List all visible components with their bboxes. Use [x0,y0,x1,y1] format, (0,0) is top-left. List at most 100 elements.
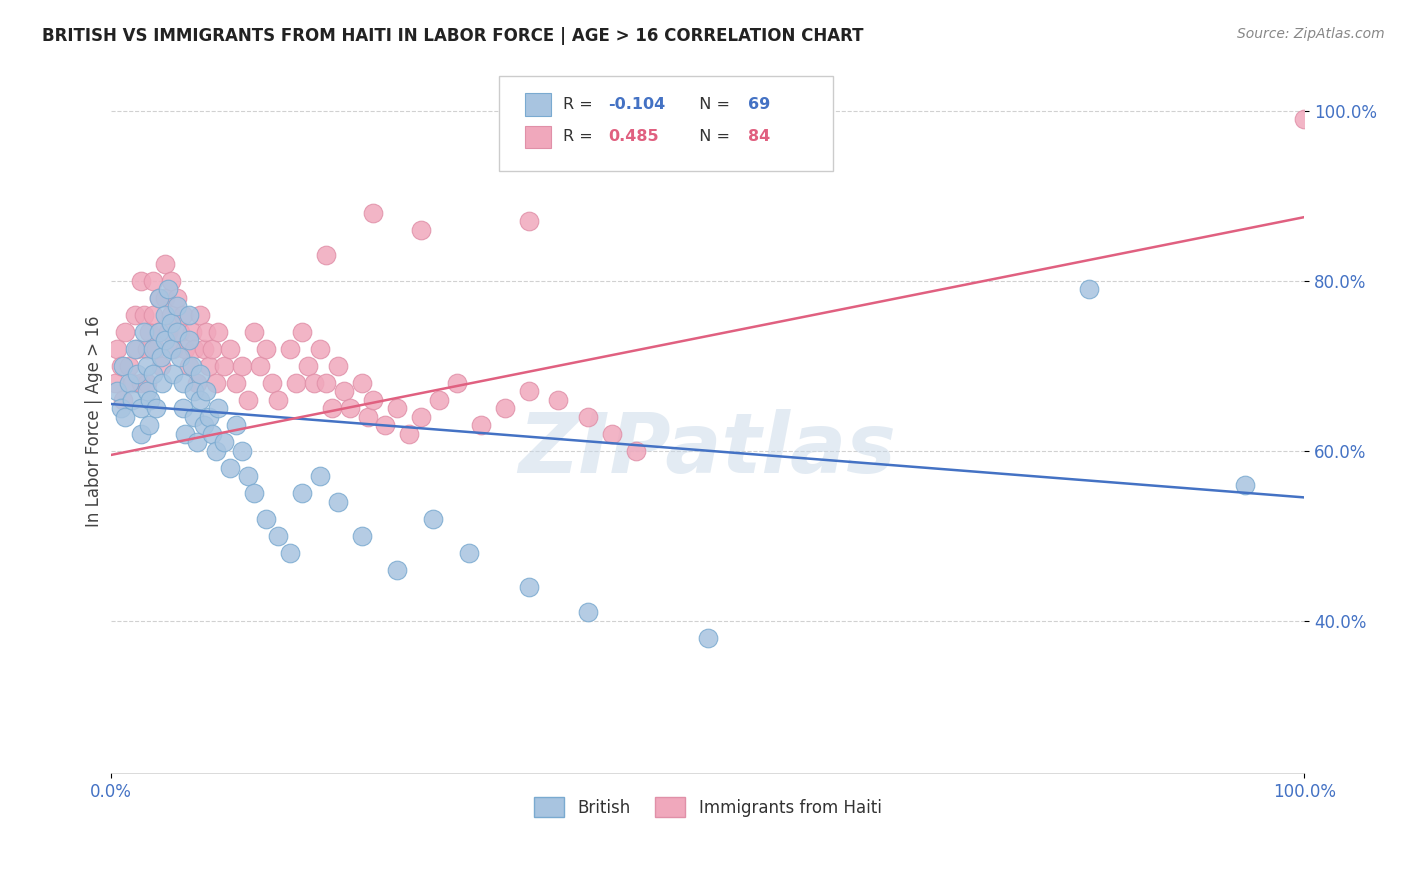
Point [105,384,128,399]
Point [148,291,170,305]
Point [145,401,167,416]
Point [159,316,181,330]
Point [138,325,160,339]
Point [446,376,468,390]
Text: ZIPatlas: ZIPatlas [519,409,897,490]
Point [105,342,128,356]
Point [135,384,157,399]
Point [186,435,208,450]
Point [225,376,247,390]
Point [243,325,266,339]
Point [111,392,134,407]
Point [350,376,373,390]
Point [308,342,330,356]
Point [387,401,409,416]
Point [124,342,146,356]
Point [186,376,208,390]
Point [153,333,176,347]
Point [177,333,200,347]
Point [201,426,224,441]
Point [600,426,623,441]
Point [198,409,221,424]
Point [517,580,540,594]
Point [139,392,162,407]
Point [411,409,433,424]
Point [150,359,173,373]
Point [207,401,229,416]
Point [162,368,184,382]
FancyBboxPatch shape [499,76,832,170]
Point [177,359,200,373]
Point [145,342,167,356]
Point [114,325,136,339]
Point [254,342,277,356]
Text: N =: N = [689,129,734,145]
Point [231,443,253,458]
Text: 84: 84 [748,129,770,145]
Point [308,469,330,483]
Point [129,401,152,416]
Point [278,342,301,356]
Point [121,392,143,407]
Point [129,426,152,441]
Point [350,528,373,542]
Point [172,401,194,416]
Point [181,359,204,373]
Point [195,325,218,339]
Point [254,511,277,525]
Point [576,409,599,424]
Point [142,342,165,356]
Point [411,223,433,237]
Point [427,392,450,407]
Point [111,359,134,373]
Point [398,426,420,441]
Bar [524,93,551,116]
Point [142,368,165,382]
Point [153,257,176,271]
Point [110,359,132,373]
Point [148,325,170,339]
Point [315,376,337,390]
Point [183,342,205,356]
Point [201,342,224,356]
Point [166,325,188,339]
Y-axis label: In Labor Force | Age > 16: In Labor Force | Age > 16 [86,315,103,526]
Point [363,206,385,220]
Point [134,325,156,339]
Point [183,409,205,424]
Point [129,274,152,288]
Point [576,605,599,619]
Point [326,359,349,373]
Point [138,418,160,433]
Point [190,308,212,322]
Point [181,325,204,339]
Text: -0.104: -0.104 [609,97,666,112]
Point [321,401,343,416]
Point [278,546,301,560]
Point [238,469,260,483]
Text: R =: R = [564,129,598,145]
Text: 0.485: 0.485 [609,129,659,145]
Bar [524,126,551,148]
Point [205,376,228,390]
Point [267,392,290,407]
Point [260,376,283,390]
Point [169,325,191,339]
Point [135,376,157,390]
Point [225,418,247,433]
Point [135,359,157,373]
Point [207,325,229,339]
Point [157,282,180,296]
Text: R =: R = [564,97,598,112]
Point [547,392,569,407]
Point [172,308,194,322]
Point [159,308,181,322]
Point [297,359,319,373]
Point [153,308,176,322]
Point [205,443,228,458]
Point [238,392,260,407]
Point [198,359,221,373]
Point [332,384,354,399]
Point [374,418,396,433]
Point [458,546,481,560]
